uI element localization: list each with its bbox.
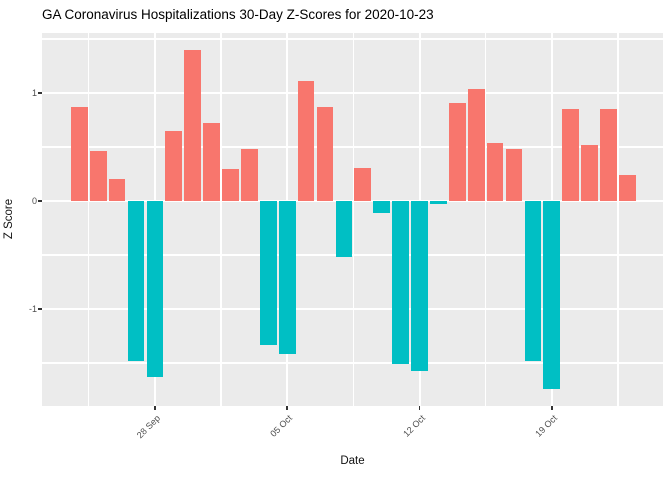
bar-positive xyxy=(581,144,598,201)
bar-positive xyxy=(89,151,107,201)
x-axis-title: Date xyxy=(340,455,365,467)
x-tick-label: 19 Oct xyxy=(533,413,559,439)
chart-title: GA Coronavirus Hospitalizations 30-Day Z… xyxy=(42,7,434,22)
major-gridline-y xyxy=(42,200,663,202)
y-tick-label: 1 xyxy=(31,88,37,98)
bar-positive xyxy=(241,149,258,201)
bar-positive xyxy=(619,175,636,201)
bar-positive xyxy=(316,107,334,201)
y-axis-title: Z Score xyxy=(3,198,15,240)
bar-positive xyxy=(562,109,580,201)
minor-gridline-x xyxy=(88,33,90,406)
bar-positive xyxy=(354,167,372,201)
bar-negative xyxy=(278,201,296,355)
bar-positive xyxy=(108,179,126,201)
bar-negative xyxy=(524,201,542,361)
x-tick-mark xyxy=(418,406,421,410)
major-gridline-y xyxy=(42,92,663,94)
bar-negative xyxy=(259,201,277,345)
bar-positive xyxy=(467,88,485,201)
bar-negative xyxy=(335,201,353,258)
bar-positive xyxy=(486,142,504,201)
plot-panel xyxy=(42,33,663,406)
x-tick-label: 12 Oct xyxy=(400,413,427,439)
bar-positive xyxy=(222,168,239,201)
minor-gridline-x xyxy=(617,33,619,406)
bar-positive xyxy=(600,109,617,201)
bar-negative xyxy=(373,201,391,213)
y-tick-label: 0 xyxy=(31,196,37,206)
y-tick-mark xyxy=(38,92,42,94)
x-tick-mark xyxy=(551,406,553,410)
y-tick-mark xyxy=(38,200,42,202)
bar-positive xyxy=(70,107,88,201)
major-gridline-y xyxy=(42,308,663,310)
x-tick-mark xyxy=(286,406,288,410)
bar-negative xyxy=(146,201,164,378)
bar-negative xyxy=(392,201,409,365)
x-tick-label: 28 Sep xyxy=(134,413,162,441)
minor-gridline-x xyxy=(484,33,487,406)
bar-negative xyxy=(543,201,561,389)
bar-negative xyxy=(430,201,447,205)
bar-negative xyxy=(411,201,428,371)
bar-negative xyxy=(127,201,145,361)
bar-positive xyxy=(203,123,220,201)
bar-positive xyxy=(505,149,523,201)
minor-gridline-y xyxy=(42,146,663,148)
minor-gridline-y xyxy=(42,362,663,364)
minor-gridline-y xyxy=(42,38,663,40)
x-tick-mark xyxy=(154,406,156,410)
y-tick-label: -1 xyxy=(28,304,37,314)
bar-positive xyxy=(297,81,315,201)
y-tick-mark xyxy=(38,308,42,310)
bar-positive xyxy=(184,49,202,201)
minor-gridline-x xyxy=(352,33,355,406)
bar-positive xyxy=(165,130,183,201)
x-tick-label: 05 Oct xyxy=(268,413,295,439)
minor-gridline-x xyxy=(220,33,222,406)
minor-gridline-y xyxy=(42,254,663,256)
bar-positive xyxy=(448,102,466,201)
